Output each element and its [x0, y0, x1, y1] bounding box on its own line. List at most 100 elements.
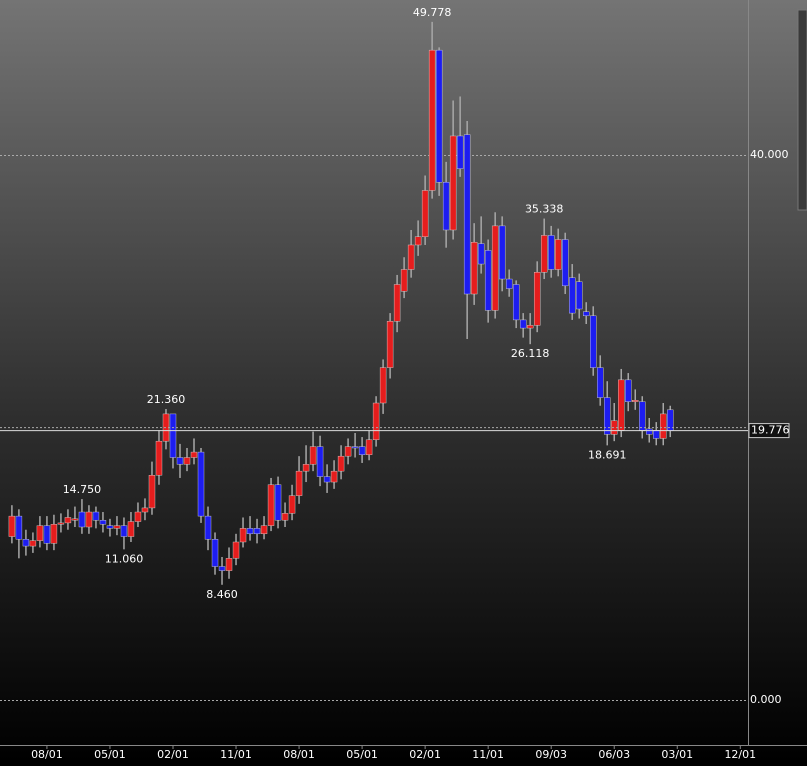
- candle-body: [421, 190, 429, 237]
- candle-body: [274, 484, 282, 521]
- candle-body: [113, 525, 121, 529]
- candle-body: [646, 428, 653, 435]
- x-tick-label: 11/01: [472, 748, 504, 761]
- x-tick-label: 02/01: [409, 748, 441, 761]
- candle-body: [435, 49, 443, 183]
- candle-body: [569, 277, 576, 314]
- candle-body: [449, 135, 457, 231]
- annotation: 35.338: [525, 203, 564, 216]
- candle-body: [155, 440, 163, 476]
- annotation: 26.118: [511, 347, 550, 360]
- candle-body: [540, 235, 548, 273]
- candle-body: [414, 236, 422, 246]
- candle-body: [15, 515, 23, 540]
- candle-body: [604, 397, 611, 435]
- candle-body: [554, 239, 562, 270]
- x-tick-label: 03/01: [661, 748, 693, 761]
- candle-body: [204, 515, 212, 540]
- candle-body: [337, 455, 345, 472]
- candle-body: [176, 457, 184, 465]
- candle-body: [533, 272, 541, 326]
- candle-body: [477, 243, 485, 265]
- candle-body: [597, 367, 604, 398]
- annotation: 8.460: [206, 588, 238, 601]
- candle-body: [288, 495, 296, 514]
- x-tick-label: 11/01: [220, 748, 252, 761]
- annotation: 11.060: [105, 552, 144, 565]
- candle-body: [653, 430, 660, 439]
- candle-body: [239, 528, 247, 543]
- candle-body: [470, 242, 478, 295]
- candle-body: [562, 239, 569, 287]
- candle-body: [519, 319, 527, 329]
- candle-body: [632, 400, 639, 402]
- candle-body: [64, 517, 72, 524]
- annotation: 14.750: [63, 483, 102, 496]
- last-price-box: [748, 423, 790, 439]
- last-price-label: 19.776: [751, 424, 790, 437]
- candle-body: [428, 49, 436, 191]
- candle-body: [50, 524, 58, 544]
- candle-body: [400, 269, 408, 292]
- candle-body: [43, 525, 51, 544]
- x-tick-label: 05/01: [346, 748, 378, 761]
- candle-body: [267, 484, 275, 526]
- candle-body: [407, 244, 415, 270]
- candle-body: [106, 525, 114, 529]
- x-tick-label: 05/01: [94, 748, 126, 761]
- x-tick-label: 02/01: [157, 748, 189, 761]
- candle-body: [351, 446, 359, 449]
- candle-body: [253, 528, 261, 535]
- candle-body: [386, 321, 394, 368]
- candle-body: [365, 439, 373, 455]
- candle-body: [141, 507, 149, 513]
- candle-body: [127, 521, 135, 537]
- x-tick-label: 12/01: [724, 748, 756, 761]
- candle-body: [134, 511, 142, 522]
- candle-body: [190, 451, 198, 458]
- candle-body: [505, 278, 513, 289]
- candle-body: [78, 511, 86, 528]
- candle-body: [442, 182, 450, 231]
- candle-body: [8, 515, 16, 537]
- candle-body: [71, 518, 79, 521]
- candle-body: [309, 446, 317, 465]
- x-tick-label: 08/01: [31, 748, 63, 761]
- x-tick-label: 09/03: [535, 748, 567, 761]
- annotation: 18.691: [588, 448, 627, 461]
- candle-body: [218, 566, 226, 571]
- candle-body: [295, 470, 303, 496]
- candle-body: [498, 225, 506, 280]
- candle-body: [625, 379, 632, 402]
- candle-body: [379, 367, 387, 404]
- candle-body: [358, 446, 366, 455]
- annotation: 21.360: [147, 393, 186, 406]
- candle-body: [393, 284, 401, 322]
- candle-body: [260, 525, 268, 535]
- side-panel: [797, 9, 807, 211]
- candle-body: [618, 379, 625, 431]
- candle-body: [232, 541, 240, 559]
- candle-body: [344, 446, 352, 457]
- candle-body: [639, 401, 646, 431]
- candle-body: [323, 476, 331, 483]
- candle-body: [372, 402, 380, 441]
- candle-body: [246, 528, 254, 535]
- candle-body: [583, 311, 590, 317]
- candle-body: [92, 511, 100, 521]
- candle-body: [36, 525, 44, 541]
- candle-body: [85, 511, 93, 528]
- y-tick-label: 0.000: [750, 693, 782, 706]
- x-tick-label: 08/01: [283, 748, 315, 761]
- candle-body: [512, 284, 520, 321]
- candle-body: [491, 225, 499, 311]
- candle-body: [660, 413, 667, 439]
- candle-body: [225, 558, 233, 571]
- candle-body: [576, 281, 583, 310]
- candle-body: [316, 446, 324, 477]
- y-tick-label: 40.000: [750, 148, 789, 161]
- candle-body: [590, 315, 597, 368]
